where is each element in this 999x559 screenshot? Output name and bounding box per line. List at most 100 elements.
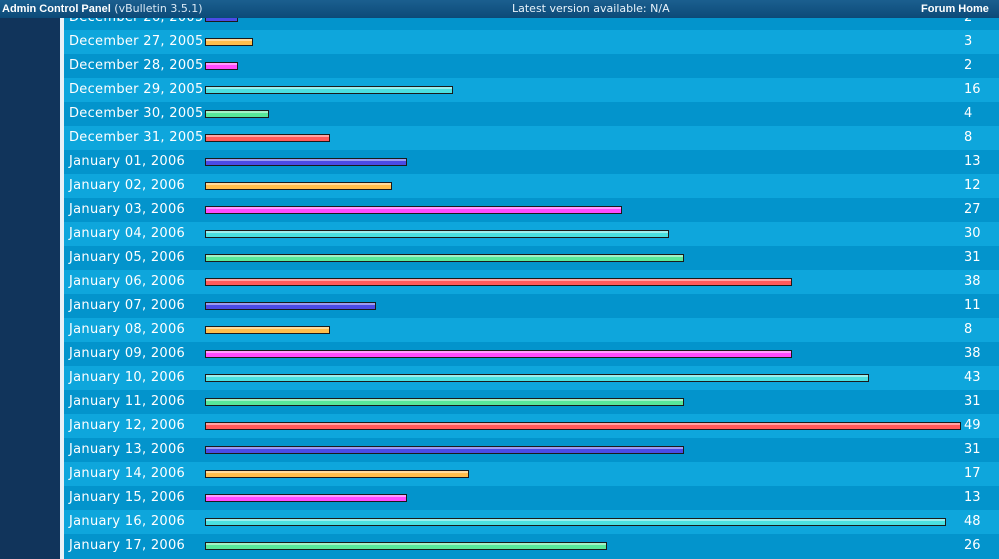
- row-count: 2: [964, 58, 973, 73]
- table-row: December 28, 2005 2: [64, 54, 999, 78]
- row-bar: [205, 18, 238, 22]
- row-bar: [205, 542, 607, 550]
- row-count: 16: [964, 82, 981, 97]
- row-count: 49: [964, 418, 981, 433]
- row-date: January 14, 2006: [69, 466, 186, 481]
- row-date: January 05, 2006: [69, 250, 186, 265]
- row-count: 13: [964, 154, 981, 169]
- frame-divider[interactable]: [60, 18, 64, 559]
- table-row: January 07, 2006 11: [64, 294, 999, 318]
- table-row: December 31, 2005 8: [64, 126, 999, 150]
- row-bar: [205, 86, 453, 94]
- row-date: January 12, 2006: [69, 418, 186, 433]
- row-date: January 16, 2006: [69, 514, 186, 529]
- row-bar: [205, 110, 269, 118]
- row-bar: [205, 62, 238, 70]
- row-bar: [205, 134, 330, 142]
- row-bar: [205, 230, 669, 238]
- row-count: 27: [964, 202, 981, 217]
- row-count: 31: [964, 250, 981, 265]
- table-row: January 11, 2006 31: [64, 390, 999, 414]
- row-bar: [205, 38, 253, 46]
- row-count: 38: [964, 346, 981, 361]
- admin-panel-title: Admin Control Panel (vBulletin 3.5.1): [2, 0, 203, 18]
- table-row: January 16, 2006 48: [64, 510, 999, 534]
- row-bar: [205, 278, 792, 286]
- row-date: December 28, 2005: [69, 58, 204, 73]
- row-bar: [205, 182, 392, 190]
- row-date: January 09, 2006: [69, 346, 186, 361]
- row-count: 38: [964, 274, 981, 289]
- row-date: January 11, 2006: [69, 394, 186, 409]
- row-bar: [205, 206, 622, 214]
- table-row: January 14, 2006 17: [64, 462, 999, 486]
- row-date: January 17, 2006: [69, 538, 186, 553]
- table-row: January 02, 2006 12: [64, 174, 999, 198]
- row-date: January 03, 2006: [69, 202, 186, 217]
- row-date: January 13, 2006: [69, 442, 186, 457]
- table-row: December 26, 2005 2: [64, 18, 999, 30]
- table-row: January 17, 2006 26: [64, 534, 999, 558]
- row-count: 8: [964, 130, 973, 145]
- row-date: December 26, 2005: [69, 18, 204, 26]
- row-bar: [205, 326, 330, 334]
- row-count: 17: [964, 466, 981, 481]
- row-date: January 02, 2006: [69, 178, 186, 193]
- row-count: 13: [964, 490, 981, 505]
- row-count: 30: [964, 226, 981, 241]
- top-header-bar: Admin Control Panel (vBulletin 3.5.1) La…: [0, 0, 999, 18]
- row-bar: [205, 302, 376, 310]
- row-count: 11: [964, 298, 981, 313]
- row-date: January 04, 2006: [69, 226, 186, 241]
- row-count: 48: [964, 514, 981, 529]
- row-bar: [205, 254, 684, 262]
- row-bar: [205, 350, 792, 358]
- row-date: December 30, 2005: [69, 106, 204, 121]
- row-date: December 29, 2005: [69, 82, 204, 97]
- row-count: 31: [964, 442, 981, 457]
- row-bar: [205, 518, 946, 526]
- table-row: January 15, 2006 13: [64, 486, 999, 510]
- table-row: January 09, 2006 38: [64, 342, 999, 366]
- table-row: December 30, 2005 4: [64, 102, 999, 126]
- row-date: December 31, 2005: [69, 130, 204, 145]
- row-count: 8: [964, 322, 973, 337]
- row-bar: [205, 374, 869, 382]
- table-row: January 03, 2006 27: [64, 198, 999, 222]
- row-count: 12: [964, 178, 981, 193]
- row-date: January 10, 2006: [69, 370, 186, 385]
- version-note: (vBulletin 3.5.1): [114, 2, 203, 15]
- table-row: January 01, 2006 13: [64, 150, 999, 174]
- row-bar: [205, 422, 961, 430]
- row-count: 2: [964, 18, 972, 26]
- table-row: January 08, 2006 8: [64, 318, 999, 342]
- forum-home-link[interactable]: Forum Home: [921, 3, 989, 15]
- table-row: January 12, 2006 49: [64, 414, 999, 438]
- row-count: 43: [964, 370, 981, 385]
- table-row: January 13, 2006 31: [64, 438, 999, 462]
- table-row: January 06, 2006 38: [64, 270, 999, 294]
- table-row: January 05, 2006 31: [64, 246, 999, 270]
- row-count: 3: [964, 34, 973, 49]
- row-bar: [205, 494, 407, 502]
- row-bar: [205, 470, 469, 478]
- row-date: January 15, 2006: [69, 490, 186, 505]
- row-date: January 08, 2006: [69, 322, 186, 337]
- row-bar: [205, 158, 407, 166]
- admin-panel-title-text: Admin Control Panel: [2, 3, 111, 15]
- row-date: January 01, 2006: [69, 154, 186, 169]
- latest-version-text: Latest version available: N/A: [512, 2, 670, 15]
- row-date: January 06, 2006: [69, 274, 186, 289]
- row-count: 4: [964, 106, 973, 121]
- row-count: 31: [964, 394, 981, 409]
- row-bar: [205, 446, 684, 454]
- row-bar: [205, 398, 684, 406]
- statistics-rows: December 26, 2005 2 December 27, 2005 3 Dece…: [64, 18, 999, 558]
- table-row: December 29, 2005 16: [64, 78, 999, 102]
- row-count: 26: [964, 538, 981, 553]
- navigation-frame: [0, 18, 60, 559]
- table-row: January 10, 2006 43: [64, 366, 999, 390]
- row-date: January 07, 2006: [69, 298, 186, 313]
- table-row: January 04, 2006 30: [64, 222, 999, 246]
- row-date: December 27, 2005: [69, 34, 204, 49]
